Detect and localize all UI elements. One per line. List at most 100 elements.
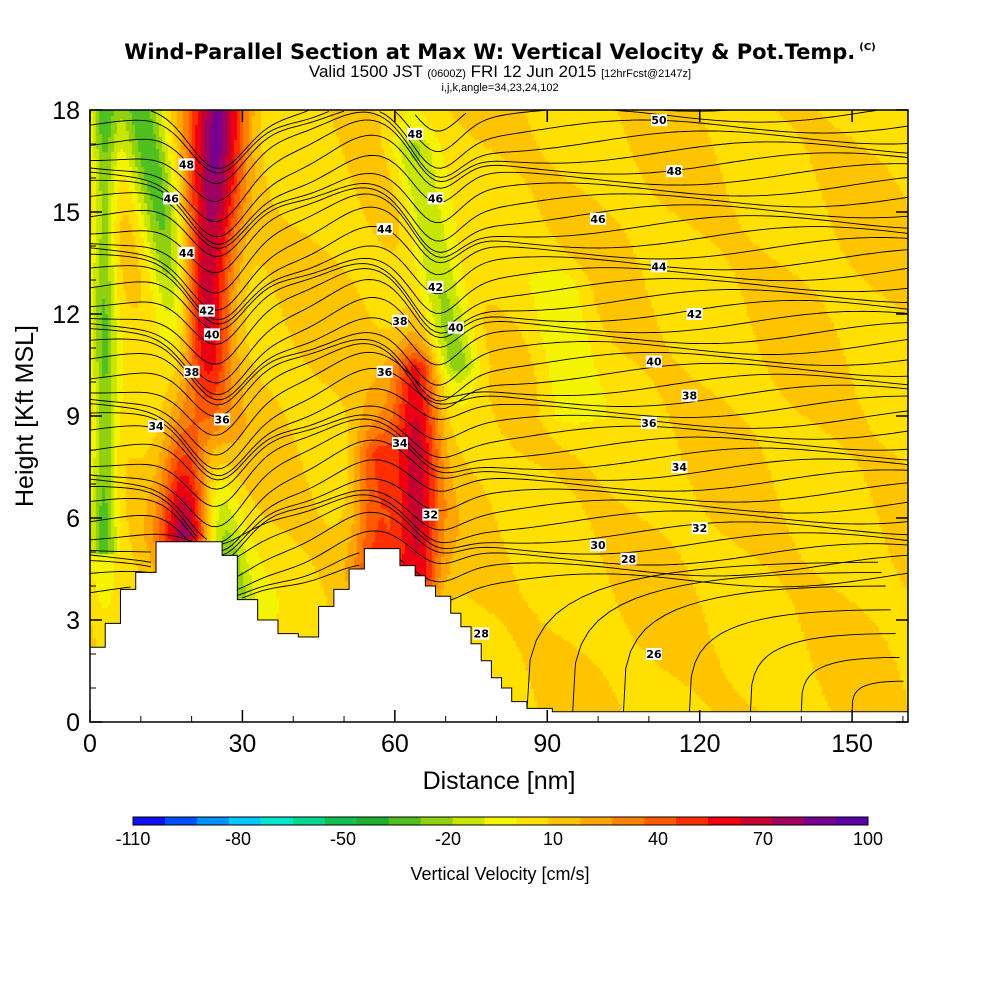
isentrope-label-text: 36: [214, 413, 230, 426]
colorbar-swatch: [452, 817, 486, 825]
isentrope-label-text: 28: [621, 553, 636, 566]
x-tick-label: 60: [381, 730, 409, 758]
isentrope-label: 36: [214, 413, 231, 426]
isentrope-line: [90, 257, 908, 331]
colorbar-swatch: [676, 817, 709, 825]
isentrope-label-text: 48: [408, 128, 423, 141]
isentrope-line: [221, 439, 908, 543]
isentrope-line: [414, 112, 467, 132]
y-tick-label: 6: [66, 505, 80, 533]
isentrope-label-text: 34: [672, 461, 688, 474]
isentrope-line: [90, 263, 908, 345]
colorbar-swatch: [612, 817, 645, 825]
isentrope-label-bg: [422, 508, 439, 521]
isentrope-line: [750, 633, 896, 712]
isentrope-label-text: 34: [392, 437, 408, 450]
colorbar-swatch: [260, 817, 294, 825]
isentrope-line: [90, 182, 908, 258]
colorbar-label: -80: [225, 829, 251, 849]
colorbar-swatch: [772, 817, 805, 825]
isentrope-line: [150, 110, 309, 169]
isentrope-label-text: 44: [377, 223, 393, 236]
colorbar-swatch: [836, 817, 869, 825]
isentrope-line: [90, 388, 908, 477]
isentrope-label-text: 28: [474, 628, 489, 641]
isentrope-line: [90, 367, 908, 470]
isentrope-label-bg: [376, 365, 393, 378]
isentrope-label-text: 42: [199, 305, 214, 318]
isentrope-label: 28: [620, 552, 637, 566]
colorbar-swatch: [292, 817, 326, 825]
isentrope-label-text: 46: [428, 192, 444, 205]
isentrope-line: [90, 533, 192, 542]
isentrope-line: [90, 206, 908, 311]
isentrope-line: [221, 478, 908, 556]
isentrope-label: 44: [376, 223, 393, 236]
isentrope-label-text: 48: [667, 165, 682, 178]
isentrope-line: [90, 478, 208, 540]
isentrope-label-bg: [651, 260, 668, 273]
isentrope-label-text: 48: [179, 158, 194, 171]
isentrope-line: [851, 680, 904, 712]
colorbar-label: 100: [853, 829, 883, 849]
isentrope-label: 48: [666, 165, 683, 178]
isentrope-line: [379, 111, 908, 169]
isentrope-label: 48: [407, 127, 424, 141]
chart-title-text: Wind-Parallel Section at Max W: Vertical…: [124, 40, 856, 64]
colorbar-swatch: [804, 817, 837, 825]
isentrope-label-bg: [178, 158, 195, 171]
isentrope-line: [90, 187, 908, 274]
colorbar-swatch: [196, 817, 230, 825]
isentrope-label: 36: [640, 416, 657, 430]
isentrope-line: [242, 564, 360, 599]
colorbar-swatch: [324, 817, 358, 825]
colorbar-swatch: [580, 817, 613, 825]
isentrope-label-text: 26: [646, 648, 662, 661]
isentrope-line: [414, 554, 908, 583]
isentrope-label-bg: [447, 321, 464, 334]
isentrope-label: 40: [203, 328, 220, 341]
isentrope-label: 32: [422, 508, 439, 522]
isentrope-line: [90, 268, 908, 365]
isentrope-label-text: 32: [423, 509, 438, 522]
isentrope-line: [90, 111, 329, 174]
isentrope-line: [90, 497, 198, 542]
isentrope-label-text: 32: [692, 522, 707, 535]
isentrope-line: [572, 571, 882, 712]
isentrope-label-bg: [178, 246, 195, 259]
x-tick-label: 30: [229, 730, 257, 758]
isentrope-label: 40: [447, 321, 464, 335]
isentrope-label-bg: [620, 552, 637, 565]
isentrope-line: [90, 560, 152, 568]
isentrope-line: [450, 572, 908, 601]
valid-date: FRI 12 Jun 2015: [470, 62, 597, 81]
isentrope-label: 34: [671, 461, 688, 474]
isentrope-label: 46: [427, 192, 444, 205]
colorbar-swatch: [484, 817, 517, 825]
x-axis-title: Distance [nm]: [423, 767, 576, 795]
isentrope-label: 38: [681, 389, 698, 403]
isentrope-label-bg: [214, 413, 231, 426]
isentrope-label: 38: [183, 365, 200, 379]
y-tick-label: 0: [66, 709, 80, 737]
isentrope-label-text: 42: [687, 308, 702, 321]
y-tick-label: 15: [52, 199, 80, 227]
isentrope-label: 42: [427, 280, 444, 294]
colorbar-frame: [132, 816, 869, 826]
isentrope-label-bg: [671, 461, 688, 473]
isentrope-label: 28: [473, 627, 490, 641]
index-info: i,j,k,angle=34,23,24,102: [441, 82, 559, 94]
isentrope-line: [90, 279, 908, 384]
isentrope-label-bg: [427, 192, 444, 205]
y-tick-labels: 0 3 6 9 12 15 18: [52, 97, 80, 737]
isentrope-line: [237, 511, 908, 577]
isentrope-label-text: 38: [184, 366, 199, 379]
isentrope-label-text: 44: [179, 247, 195, 260]
isentrope-label-text: 30: [590, 539, 606, 552]
isentrope-label-bg: [198, 304, 215, 317]
x-tick-label: 90: [533, 730, 561, 758]
isentrope-line: [90, 225, 908, 321]
isentrope-label-bg: [183, 365, 200, 378]
isentrope-label-text: 46: [164, 192, 180, 205]
y-tick-label: 18: [52, 97, 80, 125]
